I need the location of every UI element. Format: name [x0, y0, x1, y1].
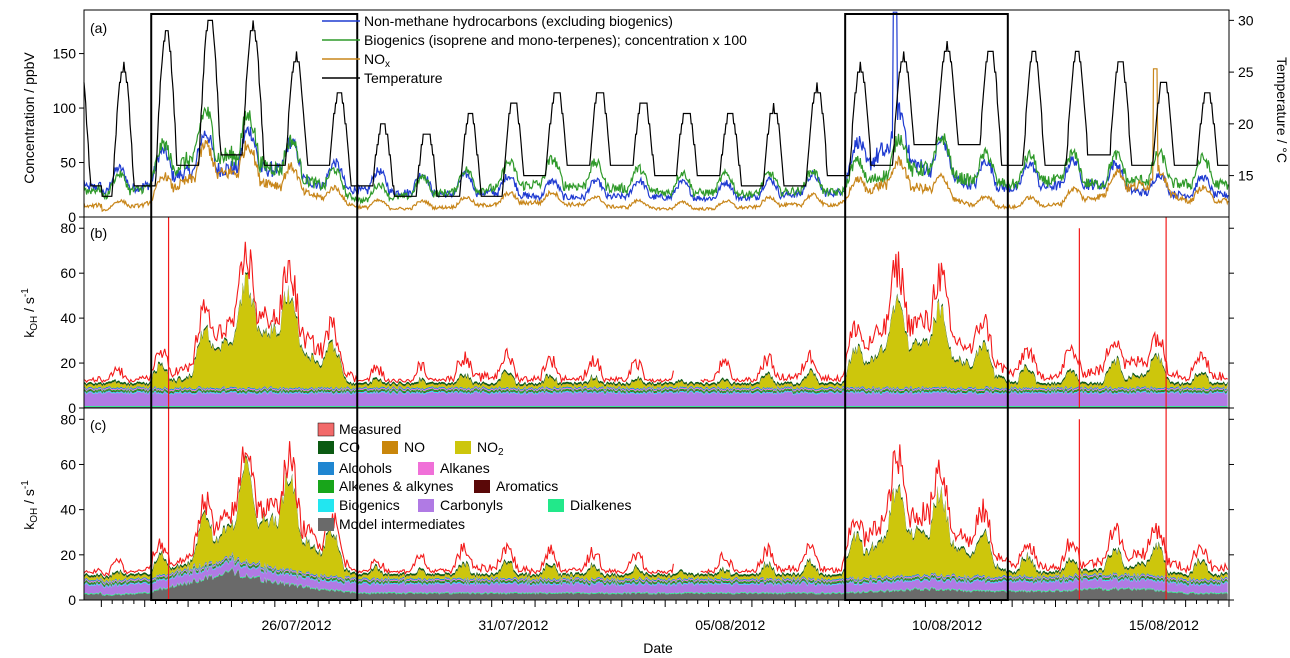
- y-tick-label: 60: [60, 265, 76, 281]
- legend-label-aromatics: Aromatics: [496, 478, 558, 494]
- x-tick-label: 10/08/2012: [912, 617, 982, 633]
- y-axis-label-c: kOH / s-1: [20, 480, 40, 530]
- stack-area-no2: [84, 457, 1228, 583]
- y-tick-label-right: 15: [1238, 168, 1254, 184]
- y-tick-label: 40: [60, 310, 76, 326]
- y-tick-label: 0: [68, 209, 76, 225]
- y-tick-label: 100: [53, 100, 77, 116]
- panel-label-c: (c): [90, 417, 106, 433]
- x-axis: 26/07/2012 31/07/2012 05/08/2012 10/08/2012…: [100, 600, 1230, 633]
- legend-label-dialkenes: Dialkenes: [570, 497, 631, 513]
- measured-line: [700, 444, 1229, 575]
- panel-label-a: (a): [90, 20, 107, 36]
- panel-frame-2: [83, 407, 1230, 601]
- x-tick-label: 05/08/2012: [695, 617, 765, 633]
- legend-label-model: Model intermediates: [339, 516, 465, 532]
- legend-swatch-alkenes: [318, 480, 334, 493]
- stack-area-dialkenes: [84, 406, 1228, 407]
- legend-label-measured: Measured: [339, 421, 401, 437]
- y-tick-label: 40: [60, 502, 76, 518]
- y-axis-label-b: kOH / s-1: [20, 288, 40, 338]
- highlight-boxes: [150, 13, 1009, 601]
- measured-line: [83, 441, 674, 577]
- highlight-box-0: [150, 13, 359, 601]
- y-tick-label: 80: [60, 411, 76, 427]
- legend-label-nox: NOx: [364, 51, 390, 70]
- y-tick-label: 60: [60, 456, 76, 472]
- y-axis-label-a: Concentration / ppbV: [21, 52, 37, 184]
- stack-area-alkanes: [84, 387, 1228, 392]
- y-tick-label: 20: [60, 547, 76, 563]
- legend-swatch-alcohols: [318, 462, 334, 475]
- stack-area-alcohols: [84, 386, 1228, 391]
- legend-swatch-co: [318, 441, 334, 454]
- legend-a: Non-methane hydrocarbons (excluding biog…: [322, 13, 747, 86]
- legend-c: Measured CO NO NO2 Alcohols Alkanes Alke…: [317, 421, 631, 532]
- legend-swatch-no: [382, 441, 398, 454]
- x-axis-label: Date: [643, 640, 673, 656]
- highlight-box-1: [844, 13, 1009, 601]
- legend-swatch-biogenics-c: [318, 499, 334, 512]
- legend-label-biogenics: Biogenics (isoprene and mono-terpenes); …: [364, 32, 747, 48]
- x-tick-label: 31/07/2012: [478, 617, 548, 633]
- x-tick-label: 26/07/2012: [261, 617, 331, 633]
- y-tick-label: 150: [53, 46, 77, 62]
- measured-line: [83, 241, 674, 384]
- stack-area-model-intermediates: [84, 568, 1228, 600]
- panel-label-b: (b): [90, 225, 107, 241]
- legend-swatch-no2: [455, 441, 471, 454]
- legend-label-co: CO: [339, 439, 360, 455]
- stack-area-carbonyls: [84, 557, 1228, 596]
- stack-area-dialkenes: [84, 567, 1228, 596]
- y-tick-label: 50: [60, 155, 76, 171]
- series-line-1: [83, 106, 1229, 205]
- legend-label-no: NO: [404, 439, 425, 455]
- y-tick-label: 20: [60, 355, 76, 371]
- legend-swatch-alkanes: [418, 462, 434, 475]
- series-line-3: [83, 19, 1229, 197]
- y-tick-label-right: 30: [1238, 12, 1254, 28]
- legend-label-carbonyls: Carbonyls: [440, 497, 503, 513]
- series-line-2: [83, 68, 1229, 213]
- legend-label-biogenics-c: Biogenics: [339, 497, 400, 513]
- y-tick-label: 80: [60, 220, 76, 236]
- panel-b: 0 20 40 60 80: [60, 217, 1234, 416]
- y-tick-label: 0: [68, 400, 76, 416]
- legend-label-alkanes: Alkanes: [440, 460, 490, 476]
- legend-label-nmhc: Non-methane hydrocarbons (excluding biog…: [364, 13, 673, 29]
- panel-frames: [83, 9, 1230, 601]
- stack-area-biogenics: [84, 390, 1228, 395]
- measured-line: [700, 251, 1228, 383]
- panel-a: 0 50 100 150 15 20 25 30: [53, 11, 1254, 225]
- legend-label-no2: NO2: [477, 439, 504, 458]
- y-tick-label-right: 25: [1238, 64, 1254, 80]
- legend-swatch-carbonyls: [418, 499, 434, 512]
- y-tick-label-right: 20: [1238, 116, 1254, 132]
- stack-area-carbonyls: [84, 391, 1228, 406]
- stack-area-no2: [84, 274, 1228, 390]
- legend-label-alcohols: Alcohols: [339, 460, 392, 476]
- legend-label-alkenes: Alkenes & alkynes: [339, 478, 453, 494]
- legend-swatch-dialkenes: [548, 499, 564, 512]
- x-tick-label: 15/08/2012: [1129, 617, 1199, 633]
- legend-swatch-model: [318, 518, 334, 531]
- stack-area-aromatics: [84, 389, 1228, 394]
- y-tick-label: 0: [68, 592, 76, 608]
- legend-swatch-measured: [317, 422, 335, 437]
- y-axis-label-a-right: Temperature / °C: [1274, 57, 1290, 163]
- stack-area-alkenes-alkynes: [84, 388, 1228, 393]
- panel-c: 0 20 40 60 80: [60, 408, 1234, 608]
- legend-label-temperature: Temperature: [364, 70, 443, 86]
- legend-swatch-aromatics: [474, 480, 490, 493]
